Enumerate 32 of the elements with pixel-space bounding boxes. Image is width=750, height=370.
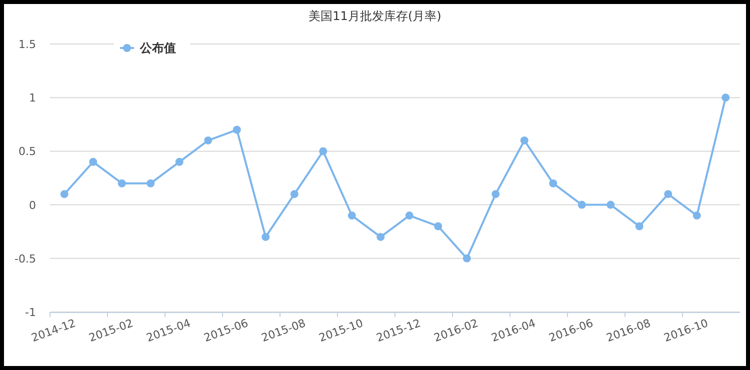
- point: [290, 190, 298, 198]
- point: [89, 158, 98, 166]
- point: [606, 200, 615, 209]
- point: [146, 179, 155, 188]
- point: [722, 94, 730, 102]
- legend-label: 公布值: [139, 41, 176, 55]
- point: [118, 179, 126, 188]
- point: [319, 147, 328, 156]
- point: [549, 179, 558, 188]
- y-tick-label: 0.5: [18, 145, 36, 158]
- y-tick-label: 1: [29, 92, 36, 105]
- point: [348, 212, 356, 220]
- point: [60, 190, 68, 198]
- point: [376, 232, 385, 241]
- point: [262, 232, 270, 241]
- point: [405, 212, 414, 220]
- point: [175, 158, 184, 166]
- chart-title: 美国11月批发库存(月率): [308, 9, 442, 23]
- point: [204, 136, 212, 144]
- point: [492, 190, 500, 198]
- point: [578, 200, 586, 209]
- point: [664, 190, 672, 198]
- point: [692, 212, 701, 220]
- y-tick-label: -1: [25, 306, 36, 319]
- point: [232, 126, 241, 134]
- point: [635, 222, 644, 230]
- point: [520, 136, 528, 144]
- y-tick-label: 0: [29, 198, 36, 212]
- y-tick-label: 1.5: [18, 38, 36, 51]
- y-tick-label: -0.5: [14, 252, 36, 266]
- point: [434, 222, 442, 230]
- point: [462, 254, 471, 262]
